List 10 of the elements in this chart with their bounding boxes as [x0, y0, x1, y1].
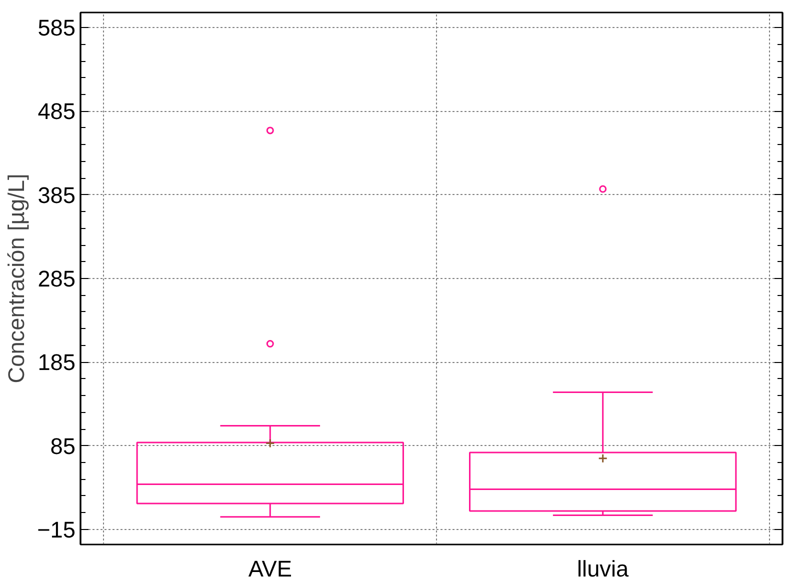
y-tick-label: 385 [38, 182, 76, 208]
x-tick-label: lluvia [577, 556, 630, 582]
x-tick-label: AVE [248, 556, 292, 582]
y-tick-label: 85 [50, 432, 76, 459]
y-tick-label: 285 [38, 266, 76, 292]
y-tick-label: 485 [38, 98, 76, 124]
y-tick-label: 585 [38, 14, 76, 41]
y-tick-label: 185 [38, 349, 76, 376]
y-tick-label: −15 [37, 516, 76, 542]
y-axis-title: Concentración [µg/L] [3, 174, 30, 384]
